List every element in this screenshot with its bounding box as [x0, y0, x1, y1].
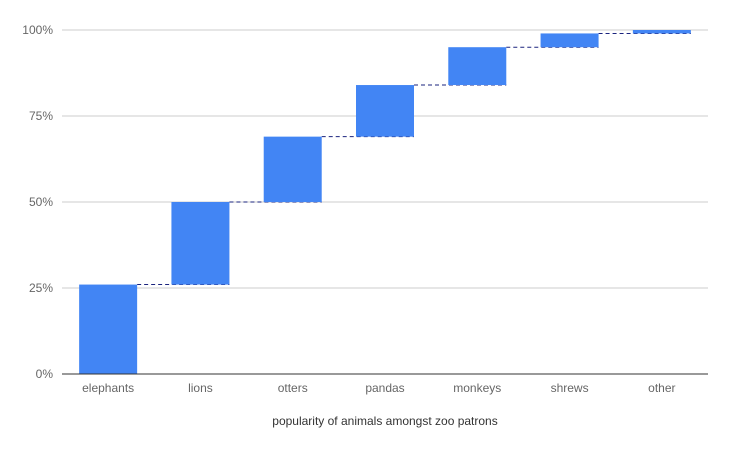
bars [79, 30, 691, 374]
x-axis-tick-labels: elephants lions otters pandas monkeys shrews o… [82, 381, 675, 395]
connectors [137, 32, 691, 286]
y-tick-label: 0% [36, 367, 54, 381]
x-tick-label: pandas [365, 381, 404, 395]
x-tick-label: monkeys [453, 381, 501, 395]
x-tick-label: otters [278, 381, 308, 395]
bar-pandas [356, 85, 414, 137]
y-axis-tick-labels: 0% 25% 50% 75% 100% [22, 23, 53, 381]
y-tick-label: 25% [29, 281, 53, 295]
gridlines [62, 29, 708, 289]
y-tick-label: 100% [22, 23, 53, 37]
x-tick-label: elephants [82, 381, 134, 395]
bar-lions [171, 202, 230, 285]
x-tick-label: other [648, 381, 675, 395]
bar-monkeys [448, 47, 507, 86]
x-tick-label: shrews [551, 381, 589, 395]
x-axis-title: popularity of animals amongst zoo patron… [272, 414, 497, 428]
bar-other [632, 30, 691, 34]
bar-otters [263, 136, 322, 202]
bar-shrews [540, 33, 599, 48]
bar-elephants [79, 284, 138, 374]
y-tick-label: 50% [29, 195, 53, 209]
y-tick-label: 75% [29, 109, 53, 123]
x-tick-label: lions [188, 381, 213, 395]
